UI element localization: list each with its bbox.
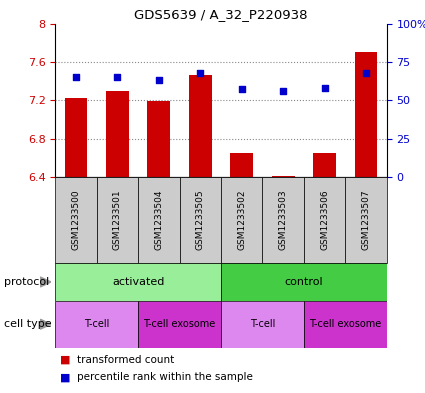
Bar: [221, 263, 387, 301]
Bar: [65, 98, 88, 177]
Bar: [138, 177, 179, 263]
Text: transformed count: transformed count: [76, 354, 174, 365]
Text: cell type: cell type: [4, 319, 52, 329]
Text: ■: ■: [60, 372, 70, 382]
Text: T-cell: T-cell: [84, 319, 109, 329]
Bar: [55, 263, 221, 301]
Text: GSM1233505: GSM1233505: [196, 190, 205, 250]
Text: percentile rank within the sample: percentile rank within the sample: [76, 372, 252, 382]
Text: GSM1233504: GSM1233504: [154, 190, 163, 250]
Point: [114, 74, 121, 81]
Point: [280, 88, 286, 94]
Text: GSM1233503: GSM1233503: [279, 190, 288, 250]
Text: GSM1233506: GSM1233506: [320, 190, 329, 250]
Bar: [221, 177, 262, 263]
Point: [238, 86, 245, 93]
Bar: [96, 177, 138, 263]
Text: GSM1233501: GSM1233501: [113, 190, 122, 250]
Polygon shape: [40, 319, 51, 329]
Bar: [304, 177, 345, 263]
Bar: [354, 52, 377, 177]
Point: [363, 70, 369, 76]
Text: T-cell exosome: T-cell exosome: [143, 319, 215, 329]
Bar: [179, 177, 221, 263]
Text: GSM1233500: GSM1233500: [71, 190, 80, 250]
Bar: [345, 177, 387, 263]
Text: T-cell exosome: T-cell exosome: [309, 319, 382, 329]
Bar: [304, 301, 387, 348]
Text: protocol: protocol: [4, 277, 49, 287]
Bar: [189, 75, 212, 177]
Bar: [138, 301, 221, 348]
Bar: [221, 301, 304, 348]
Text: ■: ■: [60, 354, 70, 365]
Bar: [147, 101, 170, 177]
Bar: [55, 301, 138, 348]
Polygon shape: [40, 277, 51, 287]
Bar: [272, 176, 295, 177]
Text: GSM1233507: GSM1233507: [362, 190, 371, 250]
Text: activated: activated: [112, 277, 164, 287]
Point: [73, 74, 79, 81]
Bar: [106, 91, 129, 177]
Bar: [262, 177, 304, 263]
Bar: [55, 177, 96, 263]
Text: GSM1233502: GSM1233502: [237, 190, 246, 250]
Text: T-cell: T-cell: [250, 319, 275, 329]
Bar: [313, 153, 336, 177]
Bar: [230, 153, 253, 177]
Point: [197, 70, 204, 76]
Title: GDS5639 / A_32_P220938: GDS5639 / A_32_P220938: [134, 8, 308, 21]
Point: [156, 77, 162, 83]
Text: control: control: [285, 277, 323, 287]
Point: [321, 85, 328, 91]
